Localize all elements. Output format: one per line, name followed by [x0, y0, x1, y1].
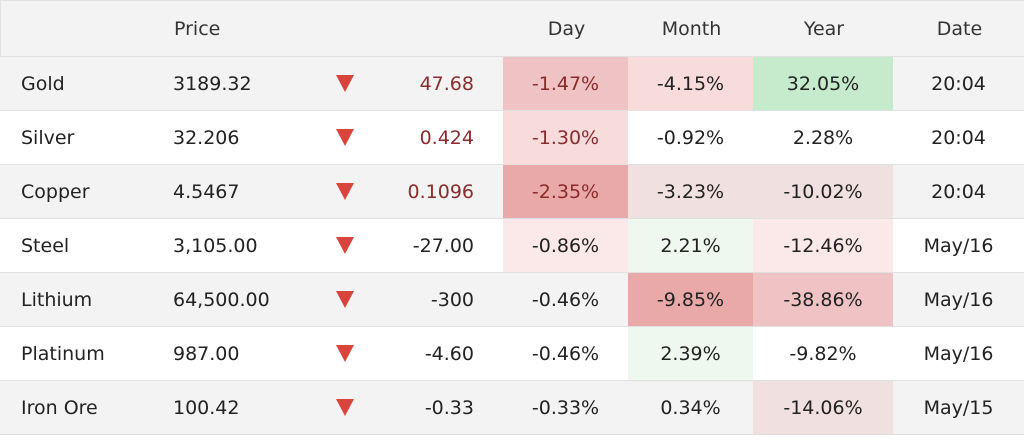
change-value: 0.424	[419, 126, 474, 149]
year-change: -10.02%	[753, 165, 893, 218]
triangle-down-icon	[330, 111, 360, 164]
day-change: -1.47%	[503, 57, 628, 110]
year-change: 32.05%	[753, 57, 893, 110]
change-value: 0.1096	[407, 180, 474, 203]
change-value: -27.00	[412, 234, 474, 257]
date-value: 20:04	[931, 126, 986, 149]
month-change: 2.39%	[628, 327, 753, 380]
table-row[interactable]: Platinum 987.00 -4.60 -0.46% 2.39% -9.82…	[0, 327, 1024, 381]
commodity-name-link[interactable]: Copper	[21, 180, 90, 203]
day-change: -0.46%	[531, 288, 600, 311]
month-change: -0.92%	[656, 126, 725, 149]
price-value: 4.5467	[173, 180, 240, 203]
date-value: May/16	[923, 342, 994, 365]
table-row[interactable]: Gold 3189.32 47.68 -1.47% -4.15% 32.05% …	[0, 57, 1024, 111]
day-change: -1.30%	[503, 111, 628, 164]
year-change: 2.28%	[792, 126, 854, 149]
day-change: -0.33%	[531, 396, 600, 419]
triangle-down-icon	[330, 273, 360, 326]
date-value: May/16	[923, 234, 994, 257]
table-row[interactable]: Steel 3,105.00 -27.00 -0.86% 2.21% -12.4…	[0, 219, 1024, 273]
price-value: 100.42	[173, 396, 240, 419]
commodity-name-link[interactable]: Gold	[21, 72, 65, 95]
table-row[interactable]: Lithium 64,500.00 -300 -0.46% -9.85% -38…	[0, 273, 1024, 327]
commodity-name-link[interactable]: Steel	[21, 234, 70, 257]
change-value: -4.60	[424, 342, 474, 365]
commodity-name-link[interactable]: Silver	[21, 126, 75, 149]
table-row[interactable]: Copper 4.5467 0.1096 -2.35% -3.23% -10.0…	[0, 165, 1024, 219]
year-change: -38.86%	[753, 273, 893, 326]
triangle-down-icon	[330, 57, 360, 110]
date-value: 20:04	[931, 72, 986, 95]
triangle-down-icon	[330, 165, 360, 218]
change-value: -300	[430, 288, 474, 311]
table-header-row: Price Day Month Year Date	[0, 1, 1024, 57]
year-change: -14.06%	[753, 381, 893, 434]
header-day[interactable]: Day	[547, 17, 586, 40]
month-change: 2.21%	[628, 219, 753, 272]
day-change: -0.86%	[503, 219, 628, 272]
year-change: -9.82%	[789, 342, 857, 365]
commodity-name-link[interactable]: Lithium	[21, 288, 93, 311]
day-change: -2.35%	[503, 165, 628, 218]
month-change: -9.85%	[628, 273, 753, 326]
header-month[interactable]: Month	[661, 17, 722, 40]
triangle-down-icon	[330, 327, 360, 380]
day-change: -0.46%	[531, 342, 600, 365]
price-value: 64,500.00	[173, 288, 270, 311]
change-value: 47.68	[419, 72, 474, 95]
table-row[interactable]: Iron Ore 100.42 -0.33 -0.33% 0.34% -14.0…	[0, 381, 1024, 435]
price-value: 32.206	[173, 126, 240, 149]
triangle-down-icon	[330, 219, 360, 272]
date-value: 20:04	[931, 180, 986, 203]
year-change: -12.46%	[753, 219, 893, 272]
month-change: -4.15%	[628, 57, 753, 110]
price-value: 3,105.00	[173, 234, 258, 257]
price-value: 3189.32	[173, 72, 252, 95]
table-row[interactable]: Silver 32.206 0.424 -1.30% -0.92% 2.28% …	[0, 111, 1024, 165]
date-value: May/16	[923, 288, 994, 311]
header-year[interactable]: Year	[803, 17, 845, 40]
price-value: 987.00	[173, 342, 240, 365]
date-value: May/15	[923, 396, 994, 419]
commodity-name-link[interactable]: Iron Ore	[21, 396, 98, 419]
header-date[interactable]: Date	[936, 17, 983, 40]
change-value: -0.33	[424, 396, 474, 419]
header-price[interactable]: Price	[174, 17, 221, 40]
triangle-down-icon	[330, 381, 360, 434]
commodity-name-link[interactable]: Platinum	[21, 342, 105, 365]
month-change: 0.34%	[660, 396, 721, 419]
month-change: -3.23%	[628, 165, 753, 218]
